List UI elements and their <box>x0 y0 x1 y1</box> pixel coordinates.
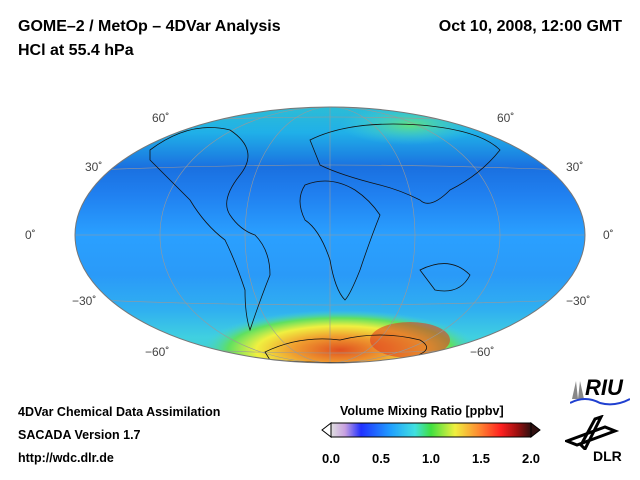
lat-label-0-left: 0˚ <box>25 228 36 242</box>
title: GOME–2 / MetOp – 4DVar Analysis <box>18 18 281 35</box>
riu-logo: RIU <box>570 375 630 406</box>
footer-url[interactable]: http://wdc.dlr.de <box>18 451 114 465</box>
datetime: Oct 10, 2008, 12:00 GMT <box>438 18 622 35</box>
lat-label-30n-right: 30˚ <box>566 160 584 174</box>
lat-label-30s-right: −30˚ <box>566 294 591 308</box>
lat-label-60s-left: −60˚ <box>145 345 170 359</box>
colorbar-tick: 2.0 <box>521 451 541 466</box>
lat-label-30n-left: 30˚ <box>85 160 103 174</box>
lat-label-60n-right: 60˚ <box>497 111 515 125</box>
colorbar-tick: 0.0 <box>321 451 341 466</box>
lat-label-30s-left: −30˚ <box>72 294 97 308</box>
lat-label-60s-right: −60˚ <box>470 345 495 359</box>
footer-line2: SACADA Version 1.7 <box>18 428 141 442</box>
lat-label-60n-left: 60˚ <box>152 111 170 125</box>
dlr-logo-text: DLR <box>593 448 622 464</box>
riu-logo-text: RIU <box>585 375 623 400</box>
antarctic-max <box>370 322 450 358</box>
map-border <box>74 106 586 364</box>
colorbar-tick: 1.5 <box>471 451 491 466</box>
colorbar-title: Volume Mixing Ratio [ppbv] <box>340 404 504 418</box>
colorbar-tick: 0.5 <box>371 451 391 466</box>
footer-line1: 4DVar Chemical Data Assimilation <box>18 405 221 419</box>
subtitle: HCl at 55.4 hPa <box>18 42 134 59</box>
dlr-logo: DLR <box>565 415 630 465</box>
lat-label-0-right: 0˚ <box>603 228 614 242</box>
colorbar-tick: 1.0 <box>421 451 441 466</box>
